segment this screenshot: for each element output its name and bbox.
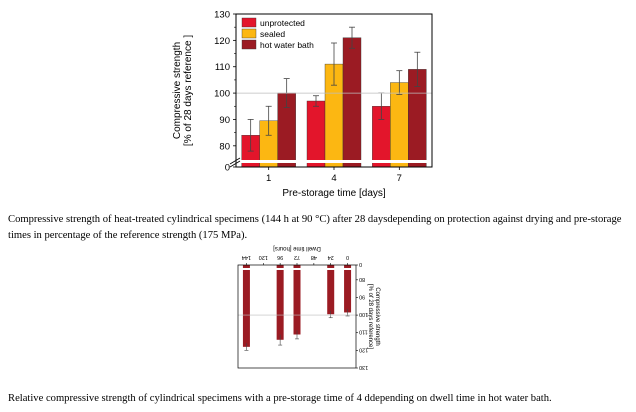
- break-mark: [229, 160, 241, 168]
- x-tick-label: 144: [242, 254, 251, 260]
- y-tick-label: 100: [359, 311, 368, 317]
- figure-caption-1: Compressive strength of heat-treated cyl…: [8, 214, 622, 241]
- y-tick-label: 120: [214, 36, 230, 47]
- y-tick-label: 130: [359, 364, 368, 370]
- x-tick-label: 96: [277, 254, 283, 260]
- legend-label: sealed: [260, 29, 285, 39]
- legend-swatch: [241, 39, 257, 50]
- x-tick-label: 7: [397, 173, 402, 184]
- bar: [342, 37, 362, 168]
- y-tick-label: 0: [359, 261, 362, 267]
- y-axis-label: Compressive strength: [172, 42, 183, 139]
- y-tick-label: 110: [359, 329, 368, 335]
- y-tick-label: 80: [359, 276, 365, 282]
- bar: [306, 100, 326, 168]
- y-axis-label: [% of 28 days reference ]: [183, 35, 194, 146]
- y-tick-label: 130: [214, 10, 230, 21]
- plot-frame: [237, 264, 357, 369]
- bar: [276, 265, 284, 340]
- y-tick-label: 120: [359, 346, 368, 352]
- legend-label: hot water bath: [260, 40, 314, 50]
- bar: [242, 265, 250, 347]
- y-axis-label: [% of 28 days reference]: [367, 284, 373, 349]
- break-mark: [229, 157, 241, 165]
- y-tick-label: 0: [225, 163, 230, 174]
- x-tick-label: 4: [331, 173, 336, 184]
- x-axis-label: Pre-storage time [days]: [282, 188, 386, 199]
- plot-area: 0 80 90 100 110 120 130 1 4 7 Pre-storage time [da…: [172, 10, 436, 199]
- y-tick-label: 100: [214, 89, 230, 100]
- legend-swatch: [241, 28, 257, 39]
- bar: [390, 82, 409, 168]
- x-axis-label: Dwell time [hours]: [273, 245, 321, 251]
- dwell-time-chart: 0 24 48 72 96 120 144 0 80 90 100 110 120 130 Dwell ti…: [236, 245, 380, 370]
- legend-swatch: [241, 17, 257, 28]
- x-tick-label: 48: [311, 254, 317, 260]
- bar: [293, 265, 301, 335]
- x-tick-label: 72: [294, 254, 300, 260]
- axis-break: [236, 268, 360, 270]
- axis-break: [230, 160, 436, 163]
- compressive-strength-chart: 0 80 90 100 110 120 130 1 4 7 Pre-storage time [da…: [172, 10, 436, 199]
- y-axis-label: Compressive strength: [374, 287, 380, 345]
- x-tick-label: 1: [266, 173, 271, 184]
- x-tick-label: 0: [346, 254, 349, 260]
- y-tick-label: 90: [219, 115, 230, 126]
- y-tick-label: 80: [219, 141, 230, 152]
- x-tick-label: 120: [259, 254, 268, 260]
- bar: [344, 265, 352, 313]
- figure-caption-2: Relative compressive strength of cylindr…: [8, 393, 552, 404]
- legend-label: unprotected: [260, 18, 305, 28]
- y-tick-label: 110: [215, 62, 230, 73]
- rotated-plot: 0 24 48 72 96 120 144 0 80 90 100 110 120 130 Dwell ti…: [236, 245, 380, 370]
- x-tick-label: 24: [328, 254, 334, 260]
- y-tick-label: 90: [359, 293, 365, 299]
- bar: [327, 265, 335, 315]
